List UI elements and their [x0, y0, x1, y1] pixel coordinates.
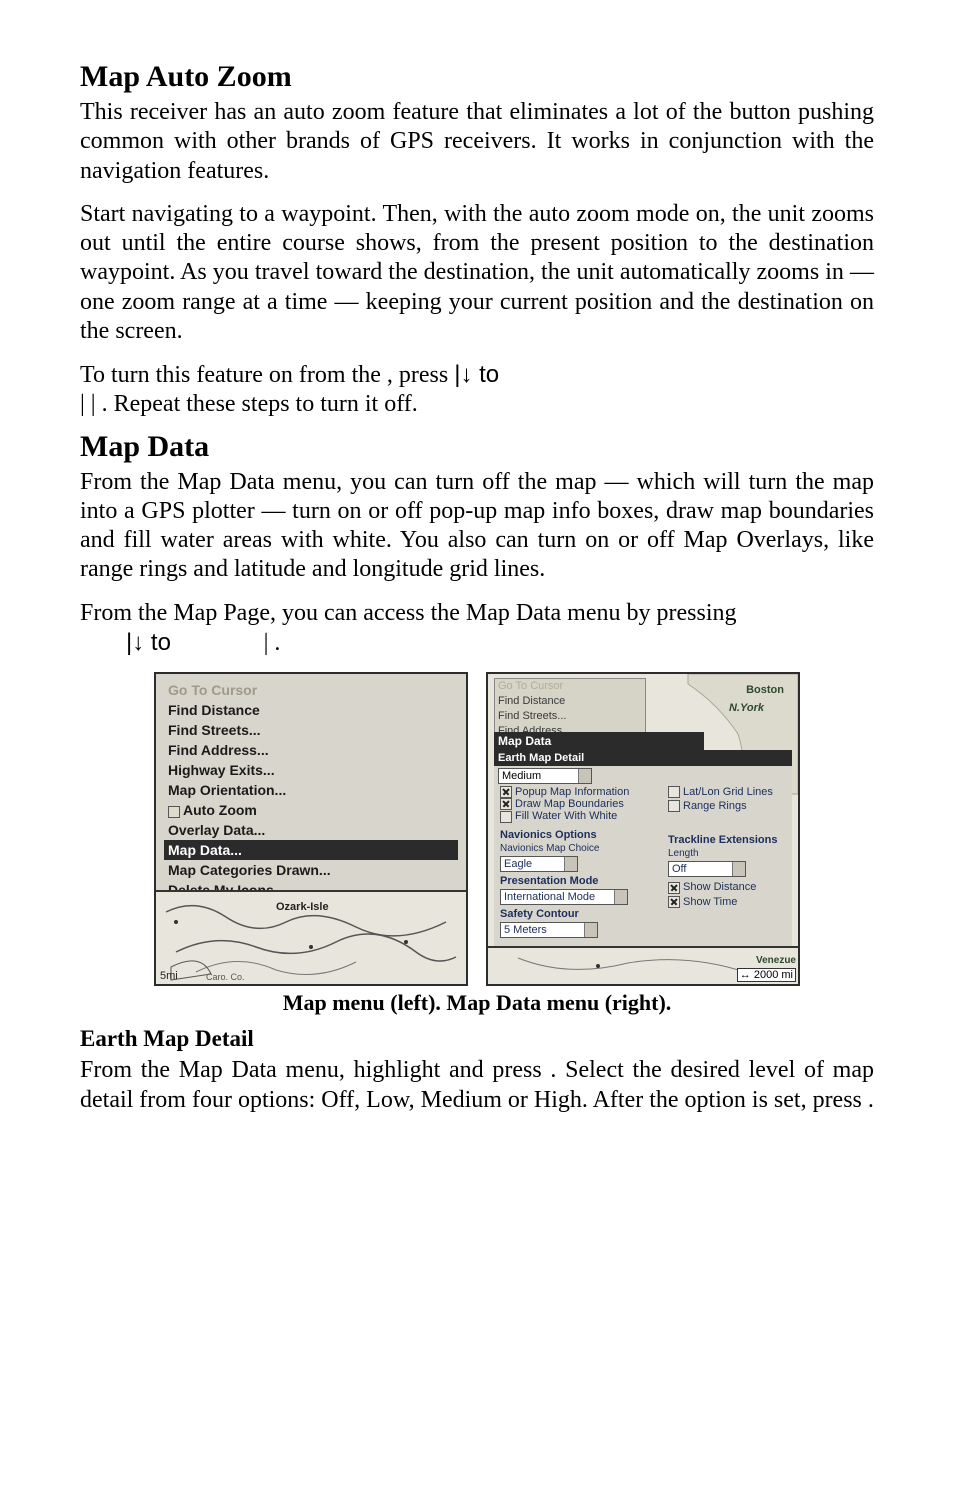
- scale-box: ↔ 2000 mi: [737, 968, 796, 982]
- select-value: Eagle: [504, 858, 532, 870]
- check-latlon-grid[interactable]: Lat/Lon Grid Lines: [668, 786, 786, 798]
- map-data-panel: Earth Map Detail Medium Popup Map Inform…: [494, 750, 792, 948]
- select-value: 5 Meters: [504, 924, 547, 936]
- checkbox-icon: [168, 806, 180, 818]
- heading-earth-map-detail: Earth Map Detail: [80, 1026, 874, 1052]
- city-label-boston: Boston: [746, 684, 784, 696]
- check-label: Popup Map Information: [515, 786, 629, 798]
- menu-item-auto-zoom[interactable]: Auto Zoom: [164, 800, 458, 820]
- map-data-title-bar: Map Data: [494, 732, 704, 750]
- text-segment: To turn this feature on from the: [80, 362, 387, 388]
- heading-map-data: Map Data: [80, 430, 874, 464]
- svg-text:Caro. Co.: Caro. Co.: [206, 972, 245, 982]
- scale-label: 5mi: [160, 970, 178, 982]
- label-venezuela: Venezue: [756, 955, 796, 966]
- presentation-mode-select[interactable]: International Mode: [500, 889, 628, 905]
- check-draw-boundaries[interactable]: Draw Map Boundaries: [500, 798, 660, 810]
- checkbox-icon: [668, 786, 680, 798]
- text-segment: | | . Repeat these steps to turn it off.: [80, 391, 418, 417]
- bg-menu-item: Go To Cursor: [495, 679, 645, 694]
- check-show-distance[interactable]: Show Distance: [668, 881, 786, 893]
- text-segment: From the Map Page, you can access the Ma…: [80, 600, 737, 626]
- nav-map-choice-label: Navionics Map Choice: [500, 843, 660, 854]
- paragraph-intro: This receiver has an auto zoom feature t…: [80, 98, 874, 186]
- earth-detail-select[interactable]: Medium: [498, 768, 592, 784]
- nav-map-choice-select[interactable]: Eagle: [500, 856, 578, 872]
- chevron-down-icon: [617, 893, 625, 898]
- select-value: International Mode: [504, 891, 595, 903]
- menu-item-map-orientation[interactable]: Map Orientation...: [164, 780, 458, 800]
- chevron-down-icon: [567, 860, 575, 865]
- check-label: Show Time: [683, 896, 737, 908]
- figure-caption: Map menu (left). Map Data menu (right).: [80, 990, 874, 1016]
- map-strip-svg: Ozark-Isle Caro. Co.: [156, 892, 466, 984]
- menu-item-overlay-data[interactable]: Overlay Data...: [164, 820, 458, 840]
- check-fill-water[interactable]: Fill Water With White: [500, 810, 660, 822]
- document-page: Map Auto Zoom This receiver has an auto …: [0, 0, 954, 1189]
- select-value: Off: [672, 863, 686, 875]
- paragraph-turn-on: To turn this feature on from the , press…: [80, 360, 874, 420]
- check-label: Draw Map Boundaries: [515, 798, 624, 810]
- check-label: Fill Water With White: [515, 810, 617, 822]
- length-label: Length: [668, 848, 786, 859]
- figure-map-data-menu: Boston N.York Go To Cursor Find Distance…: [486, 672, 800, 986]
- figure-row: Go To Cursor Find Distance Find Streets.…: [80, 672, 874, 986]
- menu-item-find-streets[interactable]: Find Streets...: [164, 720, 458, 740]
- menu-item-label: Auto Zoom: [183, 802, 257, 818]
- check-label: Range Rings: [683, 800, 747, 812]
- menu-item-go-to-cursor[interactable]: Go To Cursor: [164, 680, 458, 700]
- checkbox-icon: [500, 811, 512, 823]
- bg-menu-item: Find Distance: [495, 694, 645, 709]
- paragraph-map-data-desc: From the Map Data menu, you can turn off…: [80, 468, 874, 585]
- checkbox-icon: [668, 800, 680, 812]
- check-label: Lat/Lon Grid Lines: [683, 786, 773, 798]
- checkbox-icon: [500, 798, 512, 810]
- menu-item-find-distance[interactable]: Find Distance: [164, 700, 458, 720]
- length-select[interactable]: Off: [668, 861, 746, 877]
- check-range-rings[interactable]: Range Rings: [668, 800, 786, 812]
- text-segment: | .: [264, 630, 281, 656]
- chevron-down-icon: [581, 772, 589, 777]
- text-segment-arrow: |↓ to: [126, 629, 178, 656]
- checkbox-icon: [668, 896, 680, 908]
- chevron-down-icon: [587, 926, 595, 931]
- paragraph-earth-detail: From the Map Data menu, highlight and pr…: [80, 1056, 874, 1115]
- panel-header-earth-detail: Earth Map Detail: [494, 750, 792, 766]
- bg-menu-item: Find Streets...: [495, 709, 645, 724]
- menu-item-map-categories[interactable]: Map Categories Drawn...: [164, 860, 458, 880]
- map-label-ozark: Ozark-Isle: [276, 901, 329, 913]
- navionics-options-header: Navionics Options: [500, 829, 660, 841]
- paragraph-access-map-data: From the Map Page, you can access the Ma…: [80, 599, 874, 659]
- earth-detail-value: Medium: [502, 770, 541, 782]
- menu-item-highway-exits[interactable]: Highway Exits...: [164, 760, 458, 780]
- background-menu: Go To Cursor Find Distance Find Streets.…: [494, 678, 646, 740]
- menu-item-find-address[interactable]: Find Address...: [164, 740, 458, 760]
- heading-map-auto-zoom: Map Auto Zoom: [80, 60, 874, 94]
- checkbox-icon: [500, 786, 512, 798]
- left-column: Popup Map Information Draw Map Boundarie…: [500, 786, 660, 937]
- figure-map-menu: Go To Cursor Find Distance Find Streets.…: [154, 672, 468, 986]
- text-segment: , press: [387, 362, 454, 388]
- check-popup-info[interactable]: Popup Map Information: [500, 786, 660, 798]
- city-label-nyork: N.York: [729, 702, 764, 714]
- checkbox-icon: [668, 882, 680, 894]
- presentation-mode-label: Presentation Mode: [500, 875, 660, 887]
- paragraph-auto-zoom-behavior: Start navigating to a waypoint. Then, wi…: [80, 200, 874, 346]
- menu-item-map-data-selected[interactable]: Map Data...: [164, 840, 458, 860]
- map-menu-list: Go To Cursor Find Distance Find Streets.…: [164, 680, 458, 900]
- safety-contour-select[interactable]: 5 Meters: [500, 922, 598, 938]
- check-label: Show Distance: [683, 881, 756, 893]
- check-show-time[interactable]: Show Time: [668, 896, 786, 908]
- trackline-ext-header: Trackline Extensions: [668, 834, 786, 846]
- right-column: Lat/Lon Grid Lines Range Rings Trackline…: [668, 786, 786, 907]
- chevron-down-icon: [735, 865, 743, 870]
- text-segment-arrow: |↓ to: [454, 361, 499, 388]
- map-preview-strip: Ozark-Isle Caro. Co. 5mi: [156, 890, 466, 984]
- safety-contour-label: Safety Contour: [500, 908, 660, 920]
